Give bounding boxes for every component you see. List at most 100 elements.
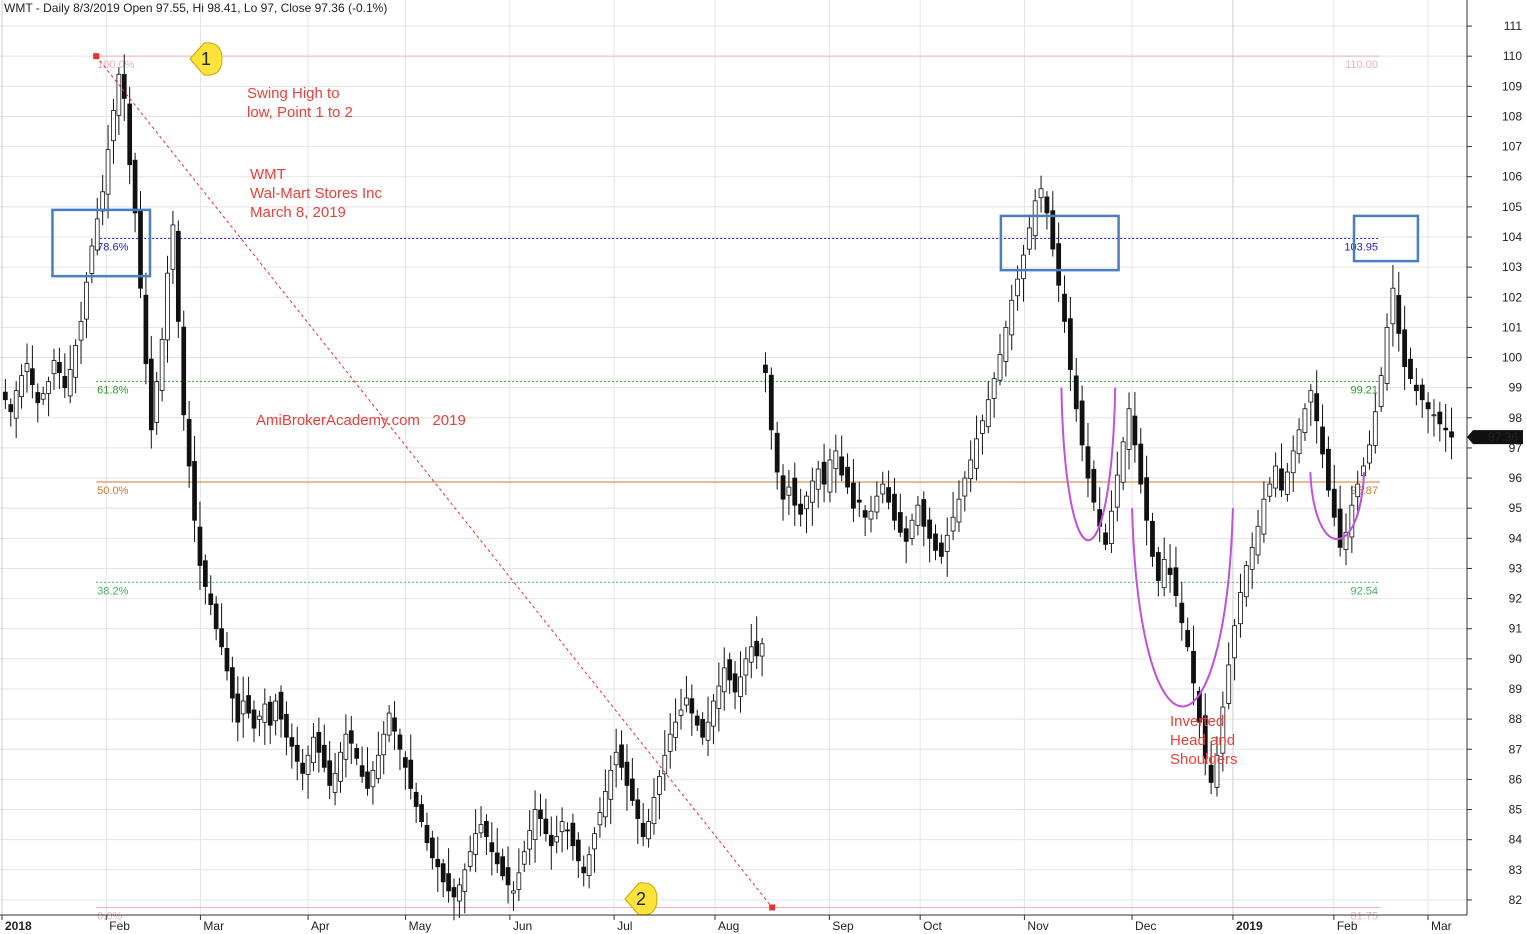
swing-point-2-dot: [769, 904, 776, 911]
candle: [30, 345, 35, 399]
candle: [121, 54, 127, 121]
candle-body-down: [397, 734, 403, 750]
candle: [559, 807, 565, 853]
candle-body-down: [1314, 393, 1320, 422]
candle-body-down: [1408, 358, 1413, 380]
candle: [738, 651, 743, 713]
candle-body-down: [1331, 488, 1337, 518]
candle-body-up: [478, 824, 484, 834]
candle: [35, 383, 41, 423]
candle-body-up: [1021, 254, 1026, 280]
candle: [203, 554, 208, 605]
candle: [602, 769, 608, 828]
marker-label: 2: [636, 889, 646, 909]
candle-body-down: [1396, 295, 1402, 334]
price-tick-label: 101: [1502, 320, 1522, 334]
candle-body-down: [35, 392, 41, 404]
candle: [175, 220, 181, 338]
candle-body-up: [974, 438, 979, 469]
candle-body-up: [1114, 474, 1120, 508]
candle-body-down: [316, 731, 322, 753]
pattern-annotation-line2: Head and: [1170, 732, 1236, 749]
candle-body-down: [348, 730, 354, 744]
month-label: May: [409, 919, 432, 933]
candle: [273, 693, 278, 736]
candle: [667, 713, 673, 769]
fib-value-label: 110.00: [1345, 59, 1378, 71]
candle: [1009, 284, 1015, 351]
candle: [300, 748, 305, 791]
candle: [1331, 464, 1337, 527]
price-tick-label: 82: [1509, 893, 1523, 907]
candle-body-down: [235, 693, 241, 723]
fib-ratio-label: 50.0%: [97, 485, 128, 497]
candle-body-down: [570, 822, 576, 847]
candle: [1238, 573, 1243, 638]
candle: [1443, 403, 1449, 452]
candle-body-down: [856, 499, 862, 503]
price-tick-label: 95: [1509, 501, 1523, 515]
candle: [332, 752, 338, 806]
candle-body-down: [851, 482, 856, 509]
candle: [462, 863, 468, 914]
candle-body-down: [284, 713, 289, 738]
candle-body-down: [489, 842, 495, 853]
candle-body-up: [968, 459, 974, 480]
candle: [294, 726, 300, 781]
candle-body-down: [619, 744, 624, 768]
candle-body-up: [705, 721, 711, 741]
month-label: Aug: [718, 919, 739, 933]
candle: [278, 685, 284, 738]
candle-body-up: [1109, 510, 1114, 544]
candle: [1396, 271, 1402, 352]
pattern-overlays: 12: [51, 42, 1420, 916]
candle: [257, 710, 262, 737]
resistance-box-1: [51, 208, 152, 278]
candle: [484, 814, 489, 855]
candle: [132, 152, 138, 233]
candle-body-up: [1161, 559, 1167, 589]
candle: [694, 709, 700, 731]
candle: [494, 828, 500, 873]
candle: [592, 827, 597, 873]
candle-body-up: [613, 751, 619, 766]
candle-body-up: [381, 733, 387, 756]
candle: [1003, 320, 1009, 377]
candle: [862, 505, 868, 537]
candle-body-down: [208, 593, 214, 606]
candle: [565, 822, 570, 850]
candle: [1155, 546, 1161, 597]
candle: [1249, 532, 1255, 589]
candle-body-down: [862, 510, 868, 518]
candle-body-down: [897, 512, 903, 533]
candle-body-down: [538, 809, 543, 819]
candle: [1079, 385, 1085, 462]
candle: [8, 398, 14, 427]
candle-body-down: [798, 503, 804, 515]
candle: [1425, 392, 1431, 434]
candle: [1390, 265, 1396, 347]
candle: [1267, 477, 1273, 502]
candle-body-up: [170, 224, 176, 270]
candle: [354, 743, 360, 766]
candle-body-up: [759, 643, 765, 657]
candle: [880, 471, 886, 504]
candle: [500, 848, 505, 881]
candle: [467, 835, 473, 872]
candle: [886, 470, 891, 510]
candle: [1120, 436, 1126, 491]
price-tick-label: 89: [1509, 682, 1523, 696]
month-label: Apr: [311, 919, 330, 933]
candle: [251, 700, 257, 743]
candle-body-up: [1026, 227, 1032, 250]
candle-body-up: [1372, 411, 1378, 446]
candle: [403, 751, 408, 790]
candle-body-down: [548, 834, 554, 847]
fib-ratio-label: 100.0%: [97, 59, 135, 71]
candle: [721, 647, 727, 711]
candle-body-up: [786, 486, 792, 496]
candle: [186, 400, 192, 488]
chart-grid: [0, 0, 1467, 915]
candle: [759, 637, 765, 677]
candle-body-up: [743, 658, 749, 676]
